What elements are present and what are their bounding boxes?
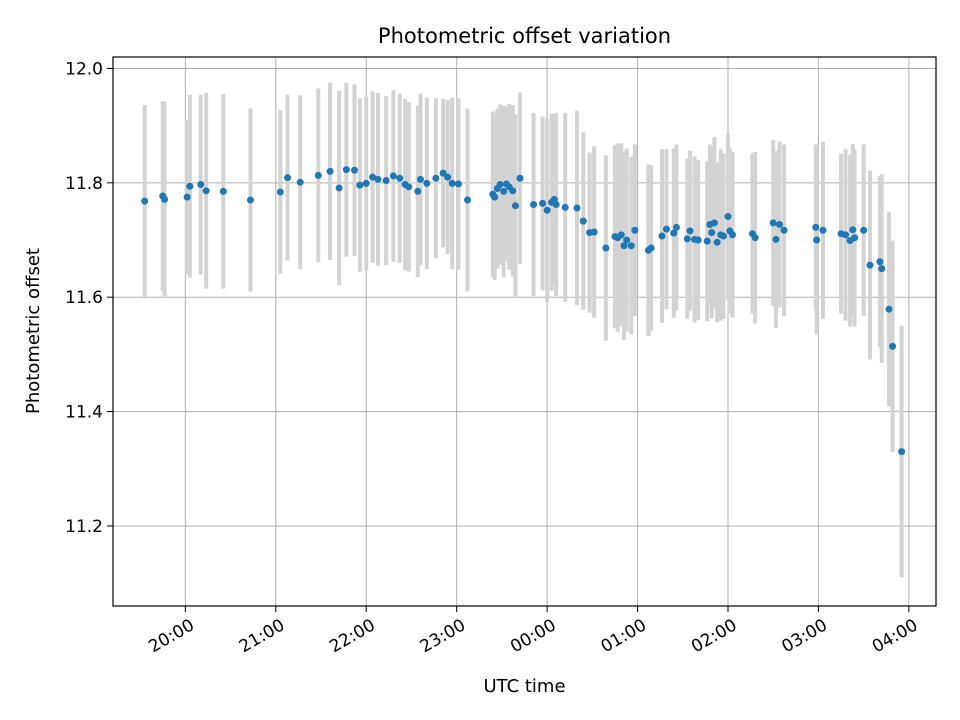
data-point xyxy=(342,166,350,174)
data-point xyxy=(454,180,462,188)
data-point xyxy=(500,187,508,195)
data-point xyxy=(296,178,304,186)
data-point xyxy=(708,229,716,237)
data-point xyxy=(161,195,169,203)
data-point xyxy=(729,231,737,239)
data-point xyxy=(573,204,581,212)
data-point xyxy=(842,231,850,239)
data-point xyxy=(813,236,821,244)
data-point xyxy=(439,169,447,177)
data-point xyxy=(414,187,422,195)
data-point xyxy=(362,179,370,187)
data-point xyxy=(849,226,857,234)
data-point xyxy=(719,232,727,240)
data-point xyxy=(444,173,452,181)
data-point xyxy=(335,184,343,192)
data-point xyxy=(686,227,694,235)
data-point xyxy=(851,234,859,242)
data-point xyxy=(670,229,678,237)
data-point xyxy=(617,231,625,239)
data-point xyxy=(369,173,377,181)
data-point xyxy=(662,225,670,233)
data-point xyxy=(703,237,711,245)
plot-frame xyxy=(112,56,937,607)
data-point xyxy=(539,199,547,207)
data-point xyxy=(623,236,631,244)
data-point xyxy=(516,174,524,182)
data-point xyxy=(694,236,702,244)
data-point xyxy=(898,448,906,456)
data-point xyxy=(819,226,827,234)
data-point xyxy=(543,206,551,214)
data-point xyxy=(876,258,884,266)
data-point xyxy=(579,217,587,225)
chart-title: Photometric offset variation xyxy=(378,24,671,48)
data-point xyxy=(276,188,284,196)
data-point xyxy=(416,175,424,183)
data-point xyxy=(183,193,191,201)
data-point xyxy=(889,342,897,350)
data-point xyxy=(751,234,759,242)
data-point xyxy=(186,182,194,190)
y-tick-label: 11.8 xyxy=(65,174,103,194)
data-point xyxy=(780,226,788,234)
y-tick-label: 11.6 xyxy=(65,288,103,308)
data-point xyxy=(202,187,210,195)
x-axis-label: UTC time xyxy=(483,676,565,697)
y-axis-label: Photometric offset xyxy=(23,248,44,414)
data-point xyxy=(246,196,254,204)
data-point xyxy=(631,226,639,234)
data-point xyxy=(878,265,886,273)
y-tick-label: 11.2 xyxy=(65,517,103,537)
data-point xyxy=(389,172,397,180)
data-point xyxy=(812,223,820,231)
data-point xyxy=(423,179,431,187)
data-point xyxy=(356,181,364,189)
data-point xyxy=(866,261,874,269)
data-point xyxy=(405,183,413,191)
data-point xyxy=(724,213,732,221)
data-points xyxy=(141,166,906,456)
data-point xyxy=(464,196,472,204)
data-point xyxy=(552,201,560,209)
data-point xyxy=(448,179,456,187)
data-point xyxy=(620,242,628,250)
data-point xyxy=(396,174,404,182)
data-point xyxy=(602,244,610,252)
data-point xyxy=(432,174,440,182)
data-point xyxy=(885,305,893,313)
data-point xyxy=(374,175,382,183)
data-point xyxy=(350,166,358,174)
y-tick-label: 12.0 xyxy=(65,59,103,79)
data-point xyxy=(326,167,334,175)
data-point xyxy=(683,235,691,243)
data-point xyxy=(658,232,666,240)
data-point xyxy=(314,171,322,179)
data-point xyxy=(710,219,718,227)
data-point xyxy=(219,187,227,195)
data-point xyxy=(627,242,635,250)
data-point xyxy=(590,228,598,236)
data-point xyxy=(496,181,504,189)
data-point xyxy=(713,238,721,246)
data-point xyxy=(561,203,569,211)
data-point xyxy=(197,181,205,189)
data-point xyxy=(511,202,519,210)
data-point xyxy=(860,226,868,234)
data-point xyxy=(530,201,538,209)
data-point xyxy=(769,219,777,227)
data-point xyxy=(284,174,292,182)
y-tick-label: 11.4 xyxy=(65,403,103,423)
data-point xyxy=(141,197,149,205)
data-point xyxy=(672,223,680,231)
data-point xyxy=(491,193,499,201)
plot-area xyxy=(113,57,936,606)
data-point xyxy=(772,235,780,243)
data-point xyxy=(382,177,390,185)
data-point xyxy=(776,221,784,229)
data-point xyxy=(647,244,655,252)
data-point xyxy=(509,187,517,195)
